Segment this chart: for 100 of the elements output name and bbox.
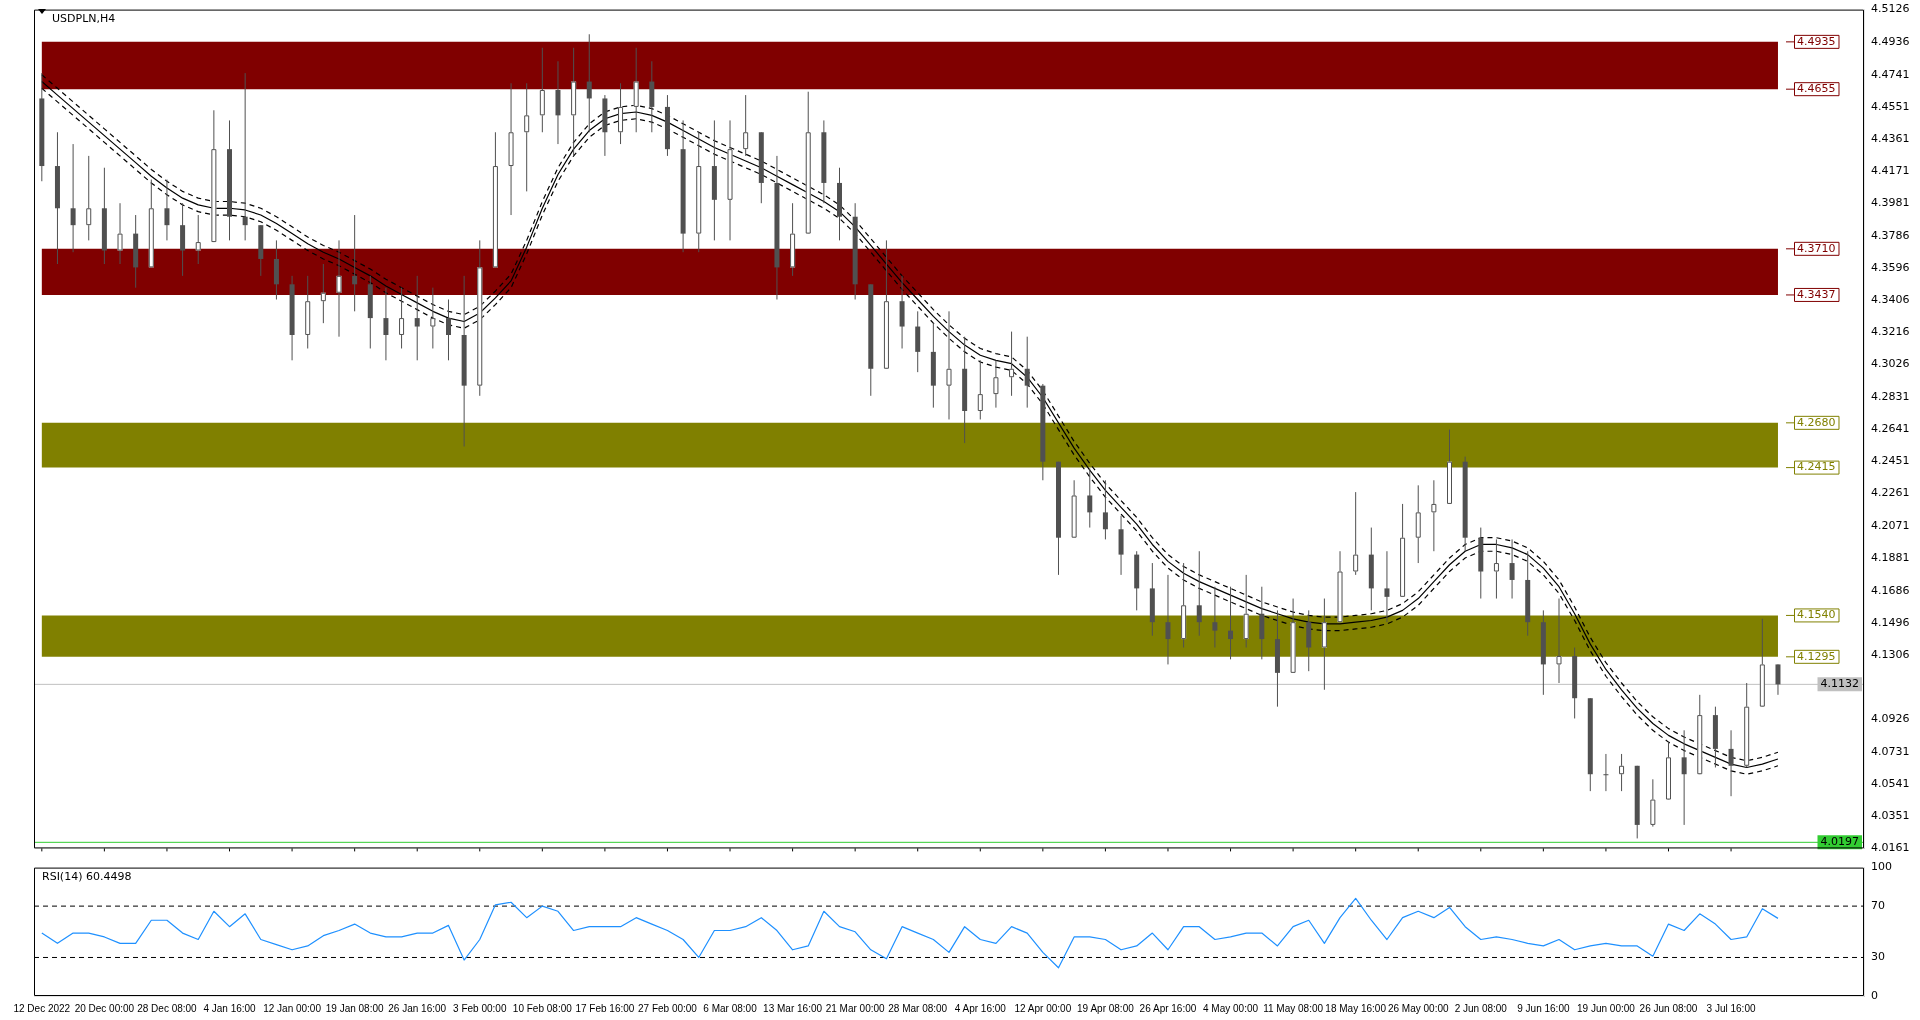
x-tick-label: 12 Dec 2022	[13, 1002, 71, 1014]
candlestick	[524, 82, 530, 192]
annotation: 4.3710	[1797, 241, 1836, 255]
annotation: 4.2680	[1797, 415, 1836, 429]
candlestick	[148, 179, 154, 268]
candlestick	[195, 214, 201, 265]
y-tick-label: 4.0926	[1871, 712, 1910, 726]
x-tick-label: 11 May 08:00	[1263, 1002, 1324, 1014]
candlestick	[977, 359, 983, 420]
y-tick-label: 70	[1871, 898, 1885, 912]
x-tick-label: 13 Mar 16:00	[763, 1002, 823, 1014]
y-tick-label: 100	[1871, 860, 1892, 874]
candlestick	[633, 47, 639, 133]
y-tick-label: 4.2641	[1871, 422, 1910, 436]
candlestick	[305, 275, 311, 349]
x-tick-label: 12 Jan 00:00	[263, 1002, 322, 1014]
chart-title: USDPLN,H4	[52, 12, 116, 26]
x-tick-label: 3 Feb 00:00	[453, 1002, 507, 1014]
candlestick	[790, 202, 796, 277]
candlestick	[211, 109, 217, 243]
candlestick	[320, 263, 326, 324]
y-tick-label: 4.1686	[1871, 583, 1910, 597]
candlestick	[1181, 562, 1187, 649]
candlestick	[1775, 663, 1781, 696]
candlestick	[1431, 479, 1437, 552]
candlestick	[1009, 331, 1015, 397]
y-tick-label: 4.0351	[1871, 809, 1910, 823]
y-tick-label: 4.5126	[1871, 2, 1910, 16]
y-tick-label: 4.0161	[1871, 841, 1910, 855]
candlestick	[86, 155, 92, 241]
x-tick-label: 12 Apr 00:00	[1014, 1002, 1072, 1014]
candlestick	[336, 239, 342, 338]
y-tick-label: 4.1496	[1871, 615, 1910, 629]
x-tick-label: 6 Mar 08:00	[703, 1002, 758, 1014]
x-tick-label: 28 Dec 08:00	[137, 1002, 198, 1014]
y-tick-label: 4.4936	[1871, 34, 1910, 48]
annotation: 4.3437	[1797, 287, 1836, 301]
y-tick-label: 4.2451	[1871, 454, 1910, 468]
annotation: 4.1540	[1797, 608, 1836, 622]
y-tick-label: 0	[1871, 988, 1878, 1002]
annotation: 4.4655	[1797, 82, 1836, 96]
y-tick-label: 30	[1871, 950, 1885, 964]
x-tick-label: 3 Jul 16:00	[1706, 1002, 1756, 1014]
x-tick-label: 19 Jun 00:00	[1577, 1002, 1636, 1014]
candlestick	[242, 72, 248, 241]
candlestick	[1243, 574, 1249, 649]
candlestick	[1321, 598, 1327, 691]
y-tick-label: 4.3596	[1871, 260, 1910, 274]
candlestick	[1102, 479, 1108, 540]
candlestick	[477, 239, 483, 397]
candlestick	[1603, 753, 1609, 792]
x-tick-label: 17 Feb 16:00	[575, 1002, 635, 1014]
candlestick	[508, 82, 514, 216]
y-tick-label: 4.3026	[1871, 357, 1910, 371]
x-tick-label: 4 Jan 16:00	[203, 1002, 257, 1014]
candlestick	[1415, 484, 1421, 564]
candlestick	[539, 47, 545, 133]
candlestick	[586, 33, 592, 133]
candlestick	[993, 359, 999, 409]
candlestick	[696, 131, 702, 253]
y-tick-label: 4.4171	[1871, 163, 1910, 177]
ref-line-label: 4.1132	[1820, 677, 1860, 691]
candlestick	[571, 47, 577, 157]
y-tick-label: 4.4361	[1871, 131, 1910, 145]
y-tick-label: 4.0541	[1871, 777, 1910, 791]
candlestick	[445, 299, 451, 361]
x-tick-label: 19 Jan 08:00	[325, 1002, 384, 1014]
x-tick-label: 10 Feb 08:00	[512, 1002, 573, 1014]
annotation: 4.1295	[1797, 649, 1836, 663]
candlestick	[727, 119, 733, 241]
x-tick-label: 26 Jan 16:00	[388, 1002, 447, 1014]
candlestick	[492, 131, 498, 268]
candlestick	[1290, 598, 1296, 674]
candlestick	[1681, 729, 1687, 826]
y-tick-label: 4.1306	[1871, 647, 1910, 661]
candlestick	[1759, 618, 1765, 708]
candlestick	[1087, 467, 1093, 529]
y-tick-label: 4.3981	[1871, 195, 1910, 209]
candlestick	[1165, 574, 1171, 665]
annotation: 4.2415	[1797, 460, 1836, 474]
candlestick	[1212, 586, 1218, 649]
candlestick	[1744, 682, 1750, 768]
y-tick-label: 4.3786	[1871, 228, 1910, 242]
candlestick	[399, 287, 405, 349]
candlestick	[1697, 694, 1703, 775]
candlestick	[1024, 336, 1030, 409]
candlestick	[430, 287, 436, 349]
x-tick-label: 21 Mar 00:00	[825, 1002, 886, 1014]
y-tick-label: 4.3216	[1871, 325, 1910, 339]
x-tick-label: 28 Mar 08:00	[888, 1002, 948, 1014]
candlestick	[1728, 729, 1734, 797]
candlestick	[1493, 538, 1499, 600]
y-tick-label: 4.4741	[1871, 67, 1910, 81]
candlestick	[1196, 550, 1202, 637]
y-tick-label: 4.2261	[1871, 486, 1910, 500]
candlestick	[352, 214, 358, 312]
candlestick	[1619, 753, 1625, 792]
candlestick	[1071, 479, 1077, 539]
candlestick	[1650, 778, 1656, 828]
x-tick-label: 26 Jun 08:00	[1639, 1002, 1698, 1014]
